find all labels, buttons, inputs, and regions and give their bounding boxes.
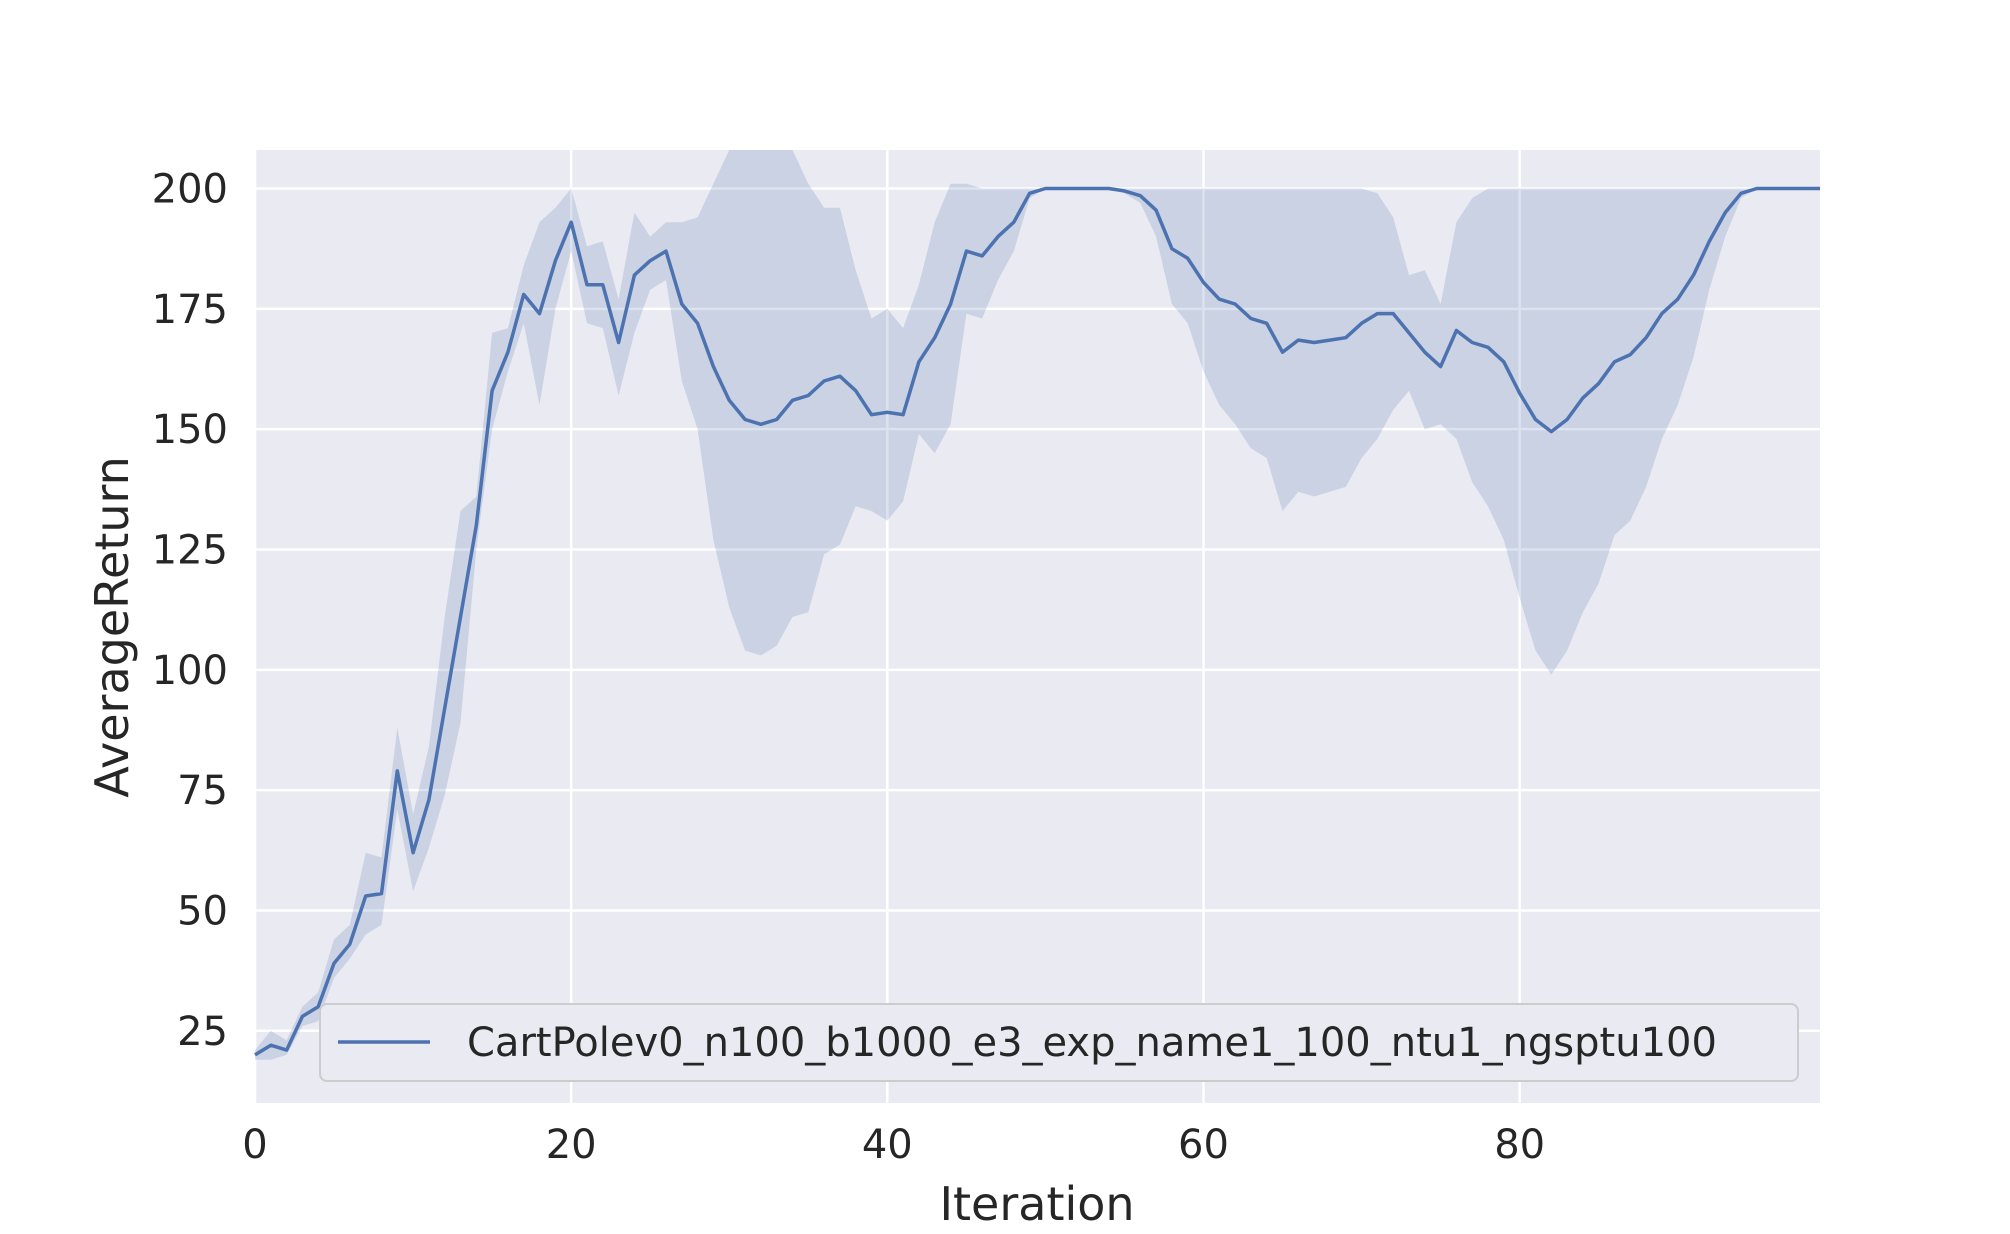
x-tick-label: 80 bbox=[1494, 1122, 1545, 1168]
confidence-band bbox=[255, 150, 1820, 1060]
legend-entry-label: CartPolev0_n100_b1000_e3_exp_name1_100_n… bbox=[467, 1020, 1717, 1066]
legend: CartPolev0_n100_b1000_e3_exp_name1_100_n… bbox=[319, 1003, 1799, 1082]
legend-box bbox=[319, 1003, 1799, 1082]
grid-lines bbox=[253, 150, 1820, 1103]
x-tick-labels: 0 20 40 60 80 bbox=[242, 1122, 1545, 1168]
y-tick-label: 125 bbox=[152, 527, 228, 573]
x-tick-label: 20 bbox=[546, 1122, 597, 1168]
y-tick-label: 75 bbox=[177, 768, 228, 814]
x-axis-label: Iteration bbox=[939, 1177, 1134, 1231]
y-tick-label: 100 bbox=[152, 648, 228, 694]
x-tick-label: 0 bbox=[242, 1122, 267, 1168]
y-tick-label: 200 bbox=[152, 167, 228, 213]
y-tick-labels: 25 50 75 100 125 150 175 200 bbox=[152, 167, 228, 1055]
y-tick-label: 175 bbox=[152, 287, 228, 333]
series-line bbox=[254, 186, 1820, 1057]
x-tick-label: 40 bbox=[862, 1122, 913, 1168]
y-tick-label: 150 bbox=[152, 407, 228, 453]
x-tick-label: 60 bbox=[1178, 1122, 1229, 1168]
y-tick-label: 25 bbox=[177, 1009, 228, 1055]
y-tick-label: 50 bbox=[177, 888, 228, 934]
y-axis-label: AverageReturn bbox=[85, 456, 139, 798]
